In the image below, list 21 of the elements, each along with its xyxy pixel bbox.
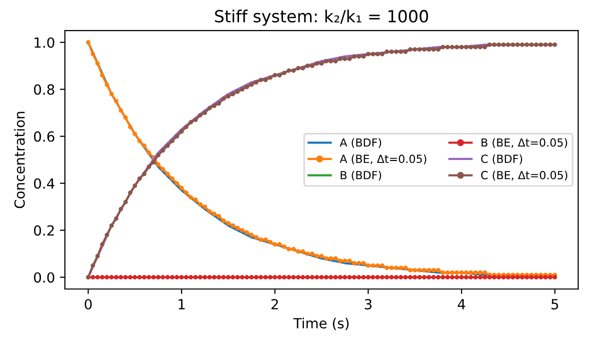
chart-title: Stiff system: k₂/k₁ = 1000 — [215, 10, 428, 26]
x-tick-label: 0 — [84, 298, 92, 310]
x-tick-label: 4 — [458, 299, 466, 310]
x-tick-label: 3 — [364, 298, 372, 310]
y-tick-label: 0.8 — [34, 84, 54, 95]
x-tick-label: 2 — [271, 298, 278, 310]
x-tick-label: 5 — [552, 299, 558, 310]
y-tick-label: 0.6 — [34, 131, 54, 142]
y-tick-label: 0.4 — [34, 178, 54, 189]
y-tick-label: 1.0 — [34, 37, 54, 48]
legend-label: B (BDF) — [340, 170, 382, 181]
legend-label: B (BE, Δt=0.05) — [482, 138, 568, 148]
legend-label: C (BE, Δt=0.05) — [481, 170, 568, 181]
y-tick-label: 0.2 — [34, 225, 54, 236]
x-axis-title: Time (s) — [293, 318, 349, 330]
y-axis-title: Concentration — [14, 112, 25, 208]
legend-label: A (BDF) — [340, 138, 382, 148]
legend-label: A (BE, Δt=0.05) — [340, 154, 426, 164]
x-tick-label: 1 — [178, 299, 185, 310]
legend-label: C (BDF) — [481, 154, 522, 164]
y-tick-label: 0.0 — [34, 272, 54, 283]
